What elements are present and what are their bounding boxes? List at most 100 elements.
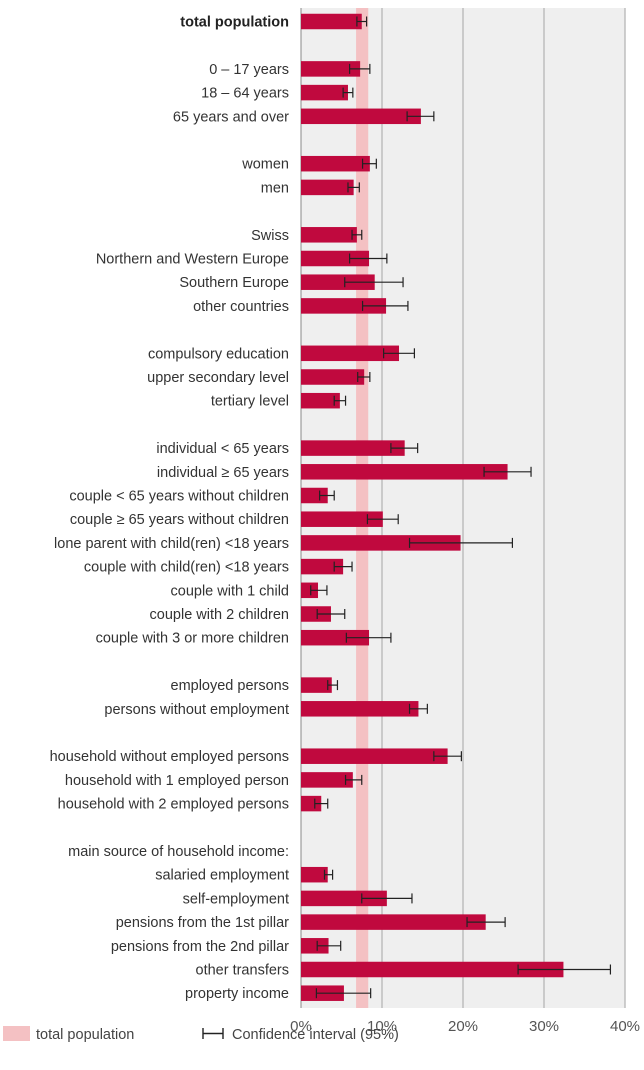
bar	[301, 890, 387, 907]
bar	[301, 155, 370, 172]
bar	[301, 677, 332, 693]
bars-layer	[301, 13, 564, 1001]
error-bar	[390, 443, 419, 454]
error-bar	[433, 751, 462, 762]
row-label: persons without employment	[104, 702, 289, 718]
error-bar	[349, 63, 371, 74]
error-bar	[347, 182, 360, 193]
row-label: couple with 3 or more children	[96, 631, 289, 647]
bar	[301, 558, 344, 575]
x-tick-label: 40%	[610, 1018, 640, 1035]
bar	[301, 464, 508, 480]
error-bar	[383, 348, 415, 359]
row-label: other transfers	[196, 963, 290, 979]
row-label: property income	[185, 986, 289, 1002]
error-bar	[333, 561, 353, 572]
bar	[301, 298, 387, 314]
legend-band-swatch	[3, 1026, 30, 1041]
x-tick-label: 30%	[529, 1018, 559, 1035]
row-label: employed persons	[171, 678, 290, 694]
bar	[301, 866, 328, 883]
error-bar	[345, 632, 392, 643]
row-label: household with 1 employed person	[65, 773, 289, 789]
legend-ci-label: Confidence interval (95%)	[232, 1027, 399, 1043]
error-bar	[361, 893, 413, 904]
row-label: household without employed persons	[50, 749, 289, 765]
row-label: upper secondary level	[147, 370, 289, 386]
error-bar	[356, 16, 368, 27]
bar	[301, 369, 365, 385]
error-bar	[351, 229, 363, 240]
error-bar	[327, 680, 339, 691]
bar	[301, 274, 375, 290]
error-bar	[323, 869, 334, 880]
row-label: women	[241, 157, 289, 173]
x-tick-label: 20%	[448, 1018, 478, 1035]
bar	[301, 629, 370, 646]
gridlines	[300, 8, 626, 1008]
error-bar	[361, 300, 409, 311]
row-label: compulsory education	[148, 346, 289, 362]
row-label: 65 years and over	[173, 109, 289, 125]
bar	[301, 701, 419, 717]
x-axis-ticks: 0% 10% 20% 30% 40%	[290, 1018, 640, 1035]
row-label: individual ≥ 65 years	[157, 465, 289, 481]
row-label: couple with 2 children	[150, 607, 289, 623]
legend: total population Confidence interval (95…	[3, 1026, 399, 1043]
bar	[301, 772, 353, 788]
error-bar	[310, 585, 328, 596]
error-bar	[406, 111, 435, 122]
row-label: Swiss	[251, 228, 289, 244]
bar	[301, 440, 405, 456]
error-bar	[483, 466, 532, 477]
row-label: Southern Europe	[179, 275, 289, 291]
row-label: individual < 65 years	[156, 441, 289, 457]
bar	[301, 61, 361, 77]
error-bar	[319, 490, 335, 501]
row-label: couple < 65 years without children	[69, 489, 289, 505]
error-bar	[366, 514, 399, 525]
error-bar	[361, 158, 377, 169]
row-label: Northern and Western Europe	[96, 252, 289, 268]
x-tick-label: 0%	[290, 1018, 312, 1035]
legend-ci-icon	[202, 1028, 224, 1039]
error-bar	[357, 372, 371, 382]
bar	[301, 84, 348, 101]
error-bar	[408, 703, 428, 714]
error-bars-layer	[310, 16, 612, 999]
bar	[301, 914, 486, 930]
error-bar	[316, 609, 346, 619]
row-label: salaried employment	[155, 868, 289, 884]
row-labels: total population 0 – 17 years 18 – 64 year…	[50, 15, 290, 1003]
row-label: tertiary level	[211, 394, 289, 410]
error-bar	[408, 537, 514, 548]
bar	[301, 108, 421, 125]
bar	[301, 487, 328, 504]
row-label: 18 – 64 years	[201, 86, 289, 102]
row-label: couple with child(ren) <18 years	[84, 560, 289, 576]
row-label: total population	[180, 15, 289, 31]
bar	[301, 392, 340, 409]
row-label: self-employment	[183, 891, 289, 907]
error-bar	[342, 87, 354, 98]
bar	[301, 938, 329, 954]
x-tick-label: 10%	[367, 1018, 397, 1035]
bar	[301, 606, 331, 622]
bar	[301, 535, 461, 551]
row-label: other countries	[193, 299, 289, 315]
bar	[301, 961, 564, 978]
legend-band-label: total population	[36, 1027, 134, 1043]
group-heading: main source of household income:	[68, 844, 289, 860]
error-bar	[344, 277, 404, 288]
row-label: 0 – 17 years	[209, 62, 289, 78]
error-bar	[344, 774, 363, 785]
error-bar	[466, 917, 506, 928]
bar	[301, 179, 354, 196]
row-label: pensions from the 2nd pillar	[111, 939, 289, 955]
row-label: pensions from the 1st pillar	[116, 915, 289, 931]
bar	[301, 13, 362, 30]
row-label: lone parent with child(ren) <18 years	[54, 536, 289, 552]
row-label: men	[261, 180, 289, 196]
error-bar	[349, 253, 388, 264]
